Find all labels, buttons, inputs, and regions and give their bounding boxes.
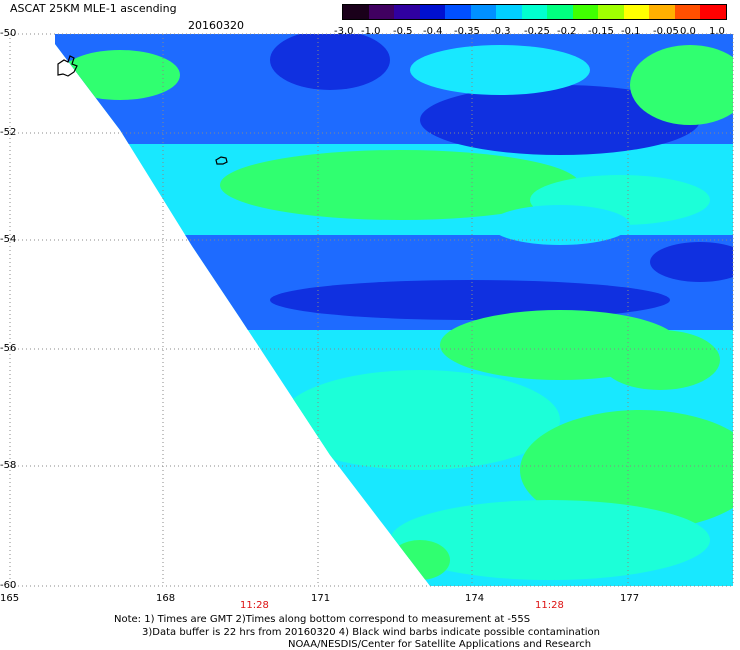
map-title: ASCAT 25KM MLE-1 ascending [10, 2, 177, 15]
wind-patch [390, 500, 710, 580]
latitude-label: -58 [0, 460, 17, 471]
colorbar-swatch [445, 5, 471, 19]
wind-patch [630, 45, 733, 125]
island-outline [215, 156, 228, 165]
map-date: 20160320 [188, 19, 244, 32]
colorbar-label: -0.1 [621, 26, 641, 37]
wind-core [420, 85, 700, 155]
note-line-1: Note: 1) Times are GMT 2)Times along bot… [114, 614, 531, 625]
wind-core [270, 34, 390, 90]
wind-patch [410, 45, 590, 95]
wind-core [270, 280, 670, 320]
wind-patch [520, 410, 733, 530]
colorbar-swatch [700, 5, 726, 19]
colorbar-label: -0.05 [653, 26, 679, 37]
colorbar-swatch [623, 5, 650, 19]
colorbar-label: -0.15 [588, 26, 614, 37]
colorbar-swatch [368, 5, 395, 19]
colorbar-swatch [470, 5, 497, 19]
longitude-label: 174 [465, 593, 485, 604]
colorbar-swatch [394, 5, 420, 19]
time-label: 11:28 [240, 600, 269, 611]
note-line-2: 3)Data buffer is 22 hrs from 20160320 4)… [142, 627, 600, 638]
colorbar-swatch [496, 5, 522, 19]
colorbar-label: -3.0 [334, 26, 354, 37]
latitude-label: -52 [0, 127, 17, 138]
colorbar [342, 4, 727, 20]
colorbar-swatch [343, 5, 369, 19]
longitude-label: 177 [620, 593, 640, 604]
latitude-label: -56 [0, 343, 17, 354]
wind-patch [280, 370, 560, 470]
colorbar-label: -0.3 [491, 26, 511, 37]
colorbar-label: -0.25 [524, 26, 550, 37]
colorbar-label: -0.2 [557, 26, 577, 37]
wind-core [650, 242, 733, 282]
colorbar-swatch [674, 5, 701, 19]
colorbar-label: -0.35 [454, 26, 480, 37]
colorbar-label: -0.5 [393, 26, 413, 37]
wind-patch [600, 330, 720, 390]
note-line-3: NOAA/NESDIS/Center for Satellite Applica… [288, 639, 592, 650]
colorbar-swatch [598, 5, 624, 19]
wind-patch [390, 540, 450, 580]
latitude-label: -50 [0, 28, 17, 39]
colorbar-label: 0.0 [680, 26, 696, 37]
latitude-label: -60 [0, 580, 17, 591]
island-outline [57, 55, 78, 77]
longitude-label: 171 [311, 593, 331, 604]
colorbar-swatch [419, 5, 446, 19]
colorbar-swatch [572, 5, 599, 19]
wind-patch [60, 50, 180, 100]
colorbar-swatch [547, 5, 573, 19]
colorbar-label: -0.4 [423, 26, 443, 37]
colorbar-label: -1.0 [361, 26, 381, 37]
colorbar-swatch [649, 5, 675, 19]
time-label: 11:28 [535, 600, 564, 611]
wind-patch [490, 205, 630, 245]
latitude-label: -54 [0, 234, 17, 245]
colorbar-label: 1.0 [709, 26, 725, 37]
wind-band-mid [220, 150, 580, 220]
longitude-label: 168 [156, 593, 176, 604]
colorbar-swatch [521, 5, 548, 19]
longitude-label: 165 [0, 593, 20, 604]
